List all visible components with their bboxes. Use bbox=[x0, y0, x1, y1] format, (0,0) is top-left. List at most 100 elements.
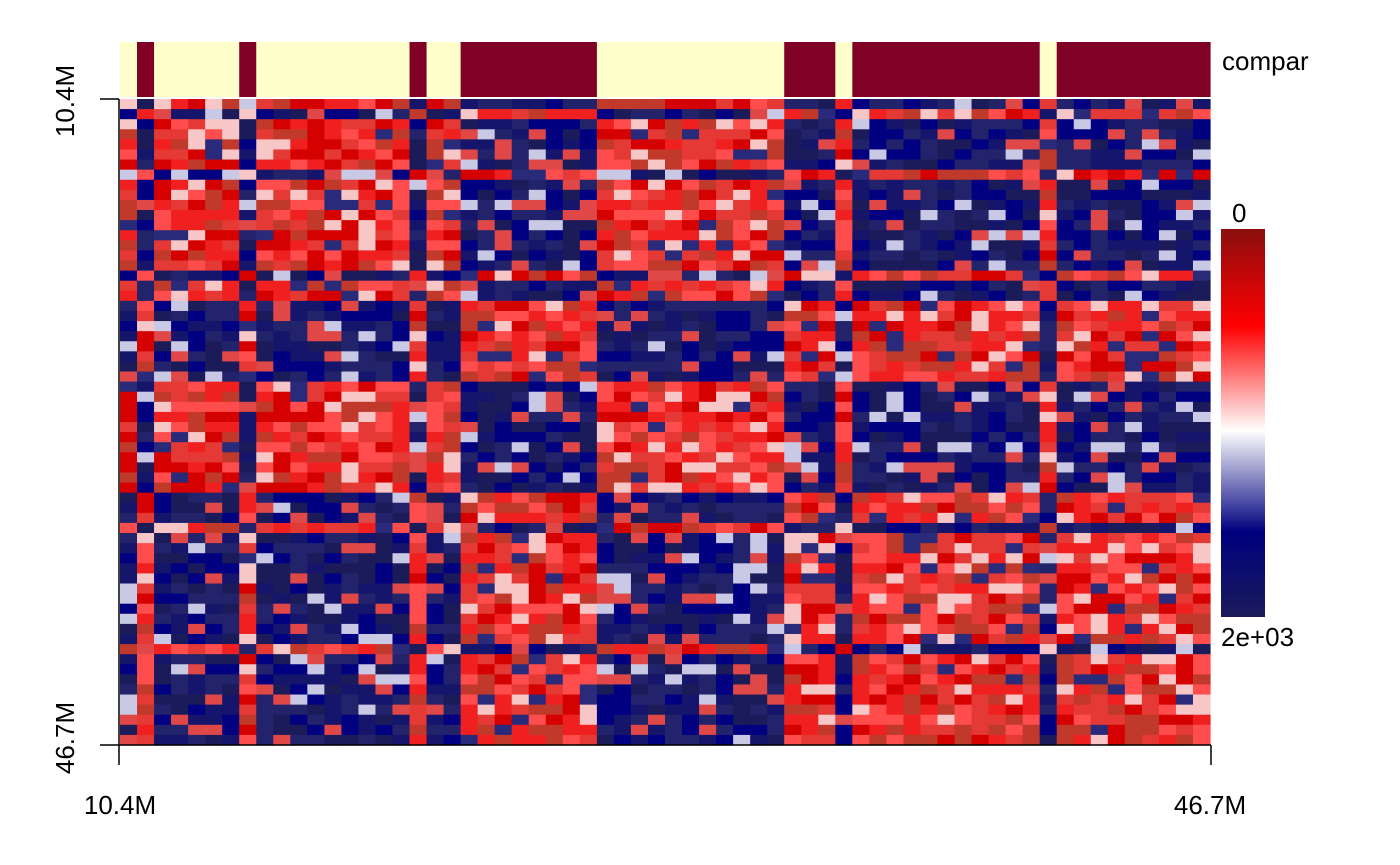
heatmap-cell bbox=[205, 139, 223, 151]
heatmap-cell bbox=[630, 724, 649, 736]
heatmap-cell bbox=[630, 492, 649, 504]
heatmap-cell bbox=[273, 714, 291, 726]
heatmap-cell bbox=[937, 522, 956, 534]
heatmap-cell bbox=[733, 522, 751, 534]
heatmap-cell bbox=[613, 664, 632, 675]
heatmap-cell bbox=[137, 179, 155, 191]
heatmap-cell bbox=[1073, 593, 1092, 605]
heatmap-cell bbox=[1039, 199, 1058, 211]
heatmap-cell bbox=[290, 139, 308, 151]
heatmap-cell bbox=[1039, 119, 1058, 130]
heatmap-cell bbox=[477, 553, 496, 564]
heatmap-cell bbox=[954, 472, 973, 484]
heatmap-cell bbox=[682, 422, 700, 433]
heatmap-cell bbox=[1022, 119, 1041, 130]
heatmap-cell bbox=[1141, 270, 1160, 282]
heatmap-cell bbox=[188, 149, 206, 161]
heatmap-cell bbox=[222, 351, 240, 363]
compartment-bin bbox=[290, 42, 308, 97]
heatmap-cell bbox=[188, 613, 206, 625]
heatmap-cell bbox=[460, 411, 479, 423]
heatmap-cell bbox=[801, 210, 819, 221]
heatmap-cell bbox=[886, 199, 905, 211]
heatmap-cell bbox=[869, 442, 888, 453]
heatmap-cell bbox=[1090, 290, 1109, 302]
heatmap-cell bbox=[903, 310, 922, 322]
heatmap-cell bbox=[358, 189, 377, 201]
heatmap-cell bbox=[409, 462, 428, 474]
heatmap-cell bbox=[392, 310, 411, 322]
heatmap-cell bbox=[1005, 512, 1024, 524]
heatmap-cell bbox=[409, 250, 428, 262]
heatmap-cell bbox=[818, 179, 836, 191]
heatmap-cell bbox=[324, 149, 343, 161]
heatmap-cell bbox=[682, 583, 700, 595]
heatmap-cell bbox=[1175, 543, 1194, 554]
heatmap-cell bbox=[750, 300, 768, 312]
heatmap-cell bbox=[767, 149, 785, 161]
heatmap-cell bbox=[699, 563, 717, 574]
heatmap-cell bbox=[392, 331, 411, 342]
heatmap-cell bbox=[426, 210, 445, 221]
heatmap-cell bbox=[1005, 553, 1024, 564]
heatmap-cell bbox=[613, 613, 632, 625]
heatmap-cell bbox=[818, 502, 836, 514]
compartment-bin bbox=[409, 42, 428, 97]
heatmap-cell bbox=[494, 462, 513, 474]
heatmap-cell bbox=[290, 179, 308, 191]
heatmap-cell bbox=[273, 139, 291, 151]
heatmap-cell bbox=[375, 149, 394, 161]
heatmap-cell bbox=[886, 341, 905, 352]
heatmap-cell bbox=[545, 603, 564, 615]
heatmap-cell bbox=[1039, 179, 1058, 191]
heatmap-cell bbox=[324, 179, 343, 191]
heatmap-cell bbox=[733, 472, 751, 484]
heatmap-cell bbox=[494, 351, 513, 363]
heatmap-cell bbox=[733, 230, 751, 241]
heatmap-cell bbox=[171, 391, 189, 403]
heatmap-cell bbox=[1192, 321, 1211, 332]
heatmap-cell bbox=[920, 280, 939, 292]
heatmap-cell bbox=[222, 684, 240, 696]
heatmap-cell bbox=[869, 210, 888, 221]
heatmap-cell bbox=[1141, 199, 1160, 211]
heatmap-cell bbox=[239, 401, 257, 413]
heatmap-cell bbox=[154, 714, 172, 726]
heatmap-cell bbox=[665, 411, 683, 423]
heatmap-cell bbox=[988, 522, 1007, 534]
heatmap-cell bbox=[545, 502, 564, 514]
heatmap-cell bbox=[801, 623, 819, 635]
heatmap-cell bbox=[256, 401, 274, 413]
heatmap-cell bbox=[154, 260, 172, 272]
heatmap-cell bbox=[1073, 522, 1092, 534]
heatmap-cell bbox=[171, 280, 189, 292]
heatmap-cell bbox=[528, 240, 547, 251]
heatmap-cell bbox=[767, 482, 785, 494]
heatmap-cell bbox=[1175, 512, 1194, 524]
heatmap-cell bbox=[630, 331, 649, 342]
colorbar-top-label: 0 bbox=[1232, 198, 1246, 228]
heatmap-cell bbox=[1090, 189, 1109, 201]
heatmap-cell bbox=[579, 139, 598, 151]
heatmap-cell bbox=[1158, 260, 1177, 272]
heatmap-cell bbox=[750, 371, 768, 383]
heatmap-cell bbox=[1056, 432, 1075, 443]
heatmap-cell bbox=[307, 422, 325, 433]
heatmap-cell bbox=[222, 583, 240, 595]
heatmap-cell bbox=[341, 169, 360, 181]
heatmap-cell bbox=[835, 240, 853, 251]
heatmap-cell bbox=[1039, 371, 1058, 383]
heatmap-cell bbox=[375, 633, 394, 645]
heatmap-cell bbox=[750, 119, 768, 130]
heatmap-cell bbox=[171, 321, 189, 332]
heatmap-cell bbox=[426, 633, 445, 645]
heatmap-cell bbox=[1022, 573, 1041, 585]
heatmap-cell bbox=[120, 159, 138, 171]
heatmap-cell bbox=[358, 169, 377, 181]
heatmap-cell bbox=[1090, 391, 1109, 403]
heatmap-cell bbox=[392, 321, 411, 332]
compartment-bin bbox=[801, 42, 819, 97]
heatmap-cell bbox=[205, 633, 223, 645]
heatmap-cell bbox=[375, 512, 394, 524]
heatmap-cell bbox=[256, 644, 274, 655]
